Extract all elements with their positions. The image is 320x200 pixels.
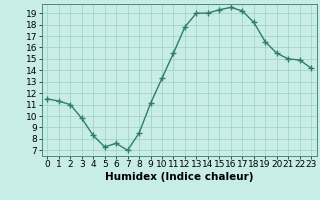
X-axis label: Humidex (Indice chaleur): Humidex (Indice chaleur) (105, 172, 253, 182)
